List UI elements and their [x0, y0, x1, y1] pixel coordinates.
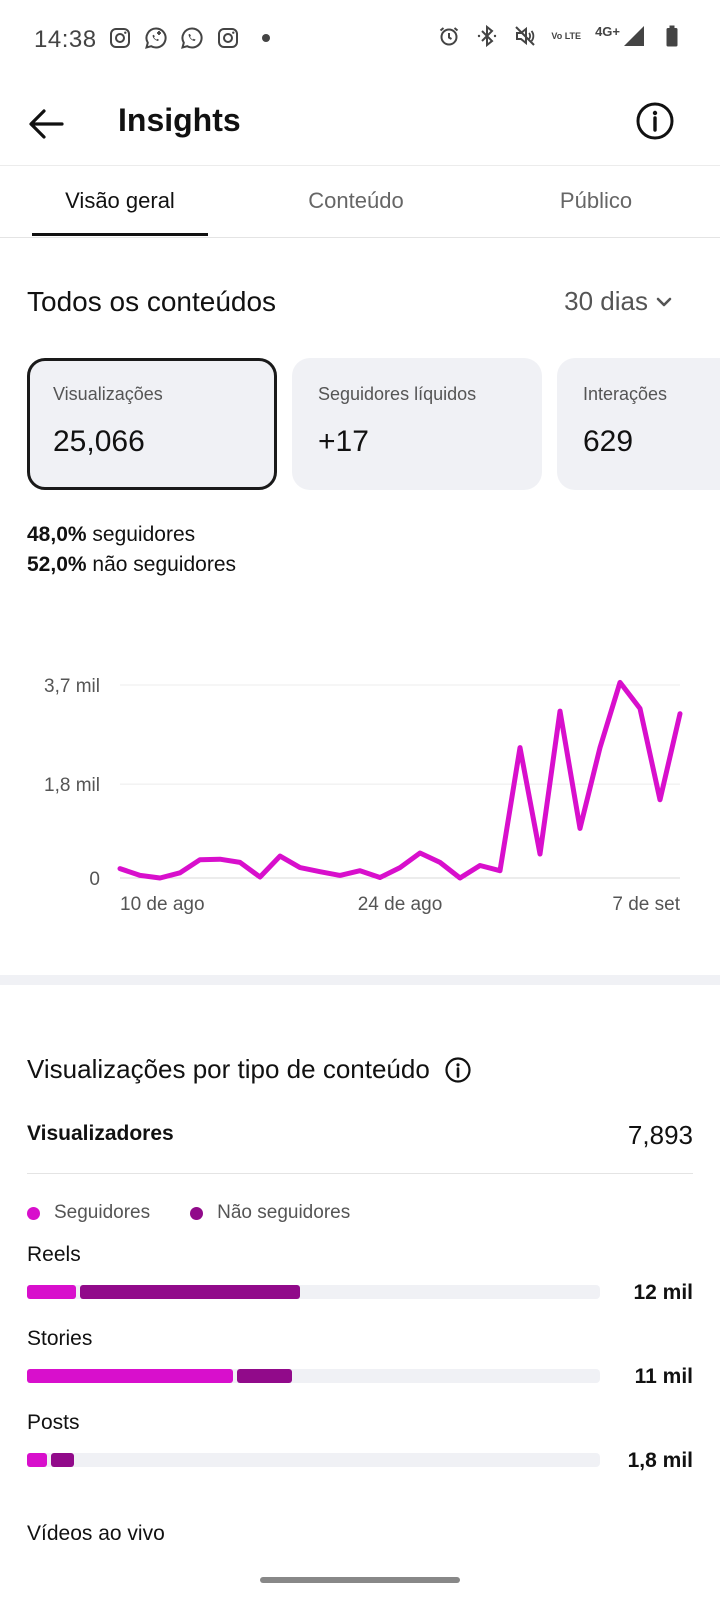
arrow-left-icon	[29, 109, 64, 139]
metric-value: 629	[583, 425, 634, 458]
content-type-row-reels[interactable]: Reels 12 mil	[27, 1243, 693, 1313]
x-tick-label: 24 de ago	[358, 894, 443, 915]
active-tab-indicator	[32, 233, 208, 236]
info-icon	[636, 102, 674, 140]
top-app-bar: Insights	[0, 80, 720, 166]
followers-percent: 48,0%	[27, 523, 87, 546]
metric-value: 25,066	[53, 425, 145, 458]
status-time: 14:38	[34, 26, 97, 53]
viewers-label: Visualizadores	[27, 1122, 174, 1145]
stacked-bar-track	[27, 1453, 600, 1467]
stacked-bar-track	[27, 1285, 600, 1299]
signal-icon	[624, 26, 644, 46]
tab-overview[interactable]: Visão geral	[65, 188, 175, 213]
volte-label: Vo LTE	[551, 30, 582, 41]
content-type-row-posts[interactable]: Posts 1,8 mil	[27, 1411, 693, 1481]
y-tick-label: 3,7 mil	[44, 676, 100, 697]
instagram-icon	[218, 28, 238, 48]
views-series-line	[117, 679, 683, 881]
content-type-title: Visualizações por tipo de conteúdo	[27, 1054, 430, 1084]
viewers-value: 7,893	[627, 1120, 693, 1150]
page-title: Insights	[118, 102, 241, 138]
back-button[interactable]	[24, 102, 68, 146]
nonfollowers-bar-segment	[237, 1369, 292, 1383]
status-bar: 14:38 Vo LTE 4G+	[0, 0, 720, 80]
battery-icon	[666, 25, 678, 47]
whatsapp-business-icon	[145, 27, 167, 49]
tab-audience[interactable]: Público	[559, 188, 633, 213]
metric-label: Interações	[583, 384, 668, 404]
content-type-section-title: Visualizações por tipo de conteúdo	[27, 1054, 472, 1085]
legend-item-followers: Seguidores	[27, 1202, 150, 1224]
date-range-selector[interactable]: 30 dias	[564, 286, 674, 317]
chart-legend: Seguidores Não seguidores	[27, 1202, 350, 1224]
instagram-icon	[110, 28, 130, 48]
network-type: 4G+	[595, 23, 620, 39]
bluetooth-icon	[478, 24, 497, 48]
content-type-row-stories[interactable]: Stories 11 mil	[27, 1327, 693, 1397]
content-type-name: Stories	[27, 1327, 93, 1350]
followers-split-line: 48,0% seguidores	[27, 520, 236, 550]
followers-bar-segment	[27, 1285, 76, 1299]
followers-bar-segment	[27, 1453, 48, 1467]
tab-content[interactable]: Conteúdo	[308, 188, 404, 213]
system-icons: Vo LTE 4G+	[437, 24, 684, 48]
metric-card-net-followers[interactable]: Seguidores líquidos +17	[292, 358, 542, 490]
nonfollowers-split-label: não seguidores	[92, 553, 236, 576]
section-divider	[0, 975, 720, 985]
info-button[interactable]	[634, 100, 676, 142]
legend-label: Seguidores	[54, 1202, 151, 1223]
section-title: Todos os conteúdos	[27, 286, 277, 317]
mute-icon	[515, 26, 536, 46]
tab-bar: Visão geral Conteúdo Público	[0, 166, 720, 238]
chevron-down-icon	[656, 297, 672, 306]
content-type-value: 11 mil	[634, 1365, 693, 1388]
nonfollowers-bar-segment	[51, 1453, 74, 1467]
info-icon[interactable]	[444, 1056, 472, 1084]
more-notifications-dot	[262, 34, 270, 42]
legend-dot	[190, 1206, 204, 1220]
metric-card-interactions[interactable]: Interações 629	[557, 358, 720, 490]
metric-label: Seguidores líquidos	[318, 384, 477, 404]
stacked-bar-track	[27, 1369, 600, 1383]
whatsapp-icon	[181, 27, 203, 49]
content-type-value: 12 mil	[633, 1281, 693, 1304]
metric-card-views[interactable]: Visualizações 25,066	[27, 358, 277, 490]
y-tick-label: 1,8 mil	[44, 775, 100, 796]
legend-item-nonfollowers: Não seguidores	[190, 1202, 350, 1224]
viewers-row: Visualizadores 7,893	[27, 1110, 693, 1174]
content-type-name: Reels	[27, 1243, 81, 1266]
content-type-name: Posts	[27, 1411, 80, 1434]
legend-dot	[27, 1206, 40, 1220]
views-line-chart: 3,7 mil 1,8 mil 0 10 de ago 24 de ago 7 de se…	[44, 676, 683, 915]
metric-label: Visualizações	[53, 384, 163, 404]
x-tick-label: 10 de ago	[120, 894, 205, 915]
legend-label: Não seguidores	[217, 1202, 351, 1223]
nonfollowers-split-line: 52,0% não seguidores	[27, 550, 236, 580]
y-tick-label: 0	[89, 869, 100, 890]
audience-split: 48,0% seguidores 52,0% não seguidores	[27, 520, 236, 580]
home-indicator[interactable]	[260, 1577, 460, 1583]
x-tick-label: 7 de set	[612, 894, 680, 915]
alarm-icon	[440, 27, 459, 46]
metric-value: +17	[318, 425, 369, 458]
date-range-label: 30 dias	[564, 286, 648, 316]
followers-bar-segment	[27, 1369, 234, 1383]
notification-icons	[108, 26, 270, 50]
followers-split-label: seguidores	[92, 523, 196, 546]
nonfollowers-bar-segment	[79, 1285, 301, 1299]
volte-icon: Vo LTE	[551, 30, 582, 41]
content-type-value: 1,8 mil	[627, 1449, 693, 1472]
nonfollowers-percent: 52,0%	[27, 553, 87, 576]
content-type-name-live[interactable]: Vídeos ao vivo	[27, 1522, 165, 1545]
metric-cards: Visualizações 25,066 Seguidores líquidos…	[27, 358, 720, 490]
